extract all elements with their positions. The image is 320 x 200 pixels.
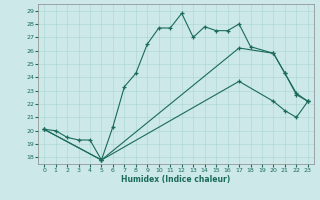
- X-axis label: Humidex (Indice chaleur): Humidex (Indice chaleur): [121, 175, 231, 184]
